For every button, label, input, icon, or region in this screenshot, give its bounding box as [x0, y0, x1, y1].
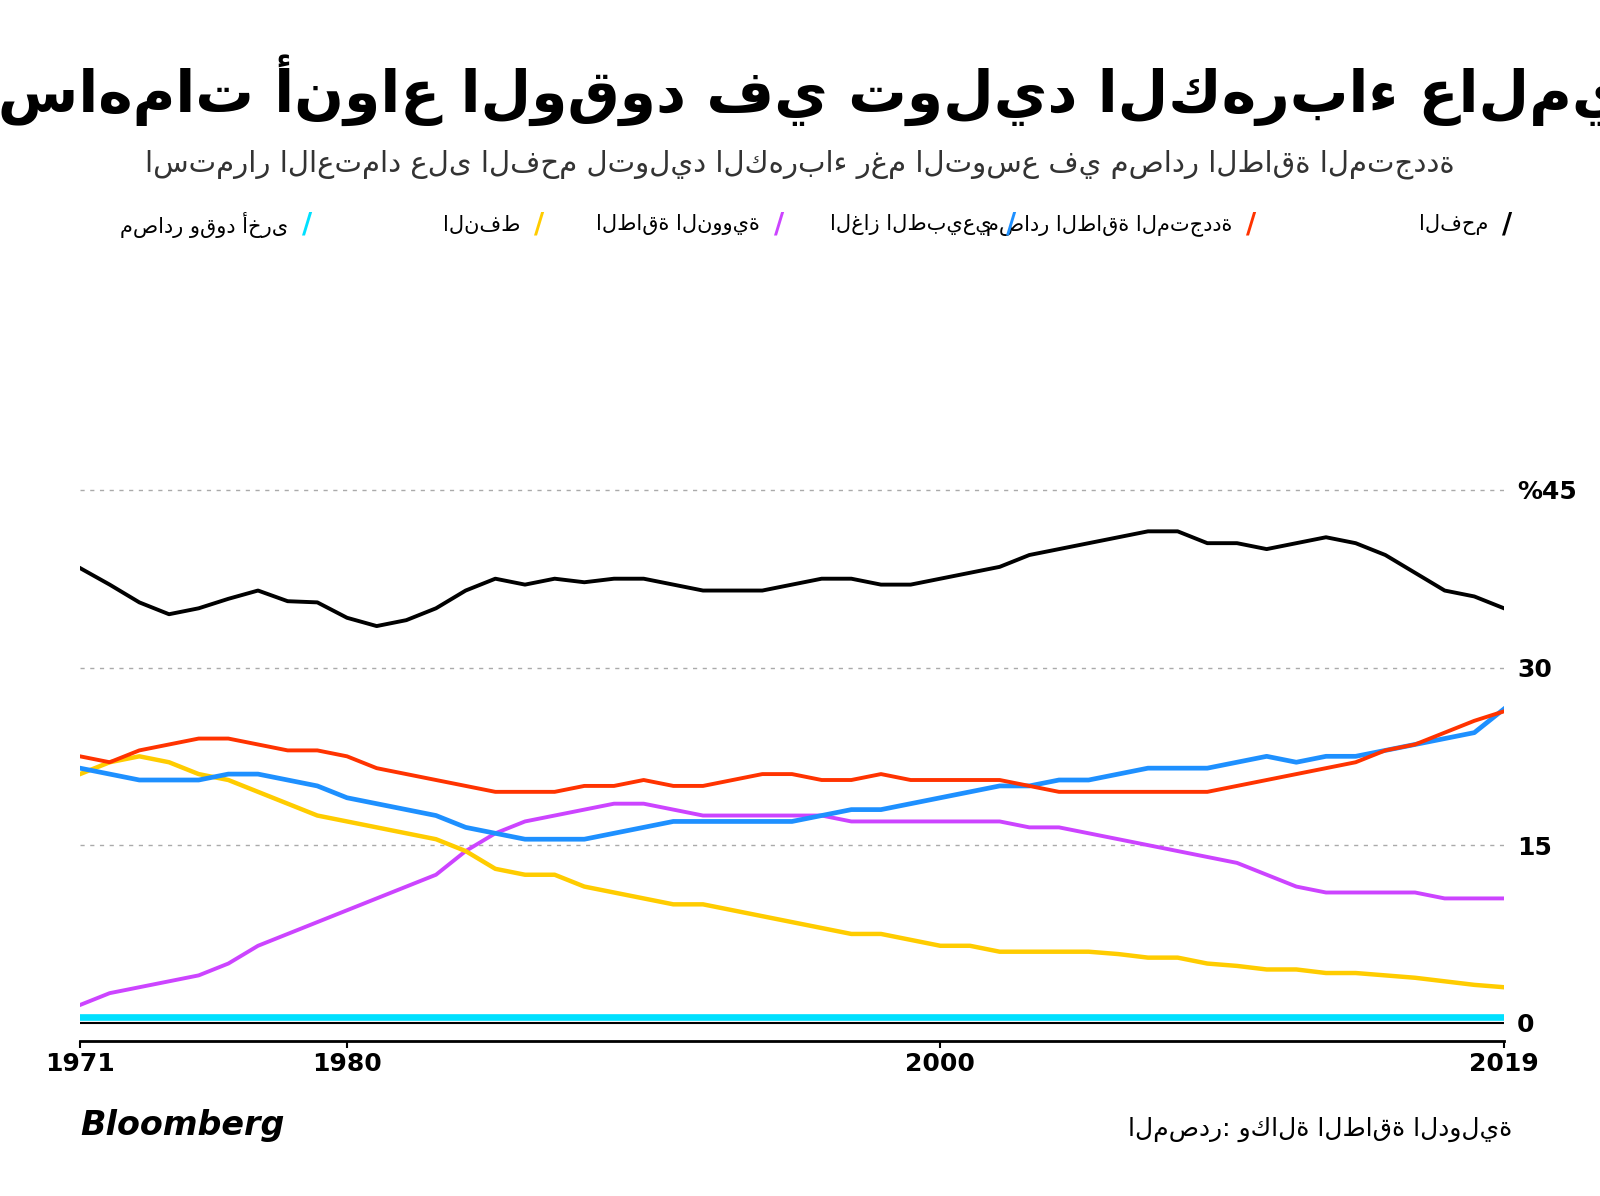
Text: Bloomberg: Bloomberg: [80, 1109, 285, 1142]
Text: المصدر: وكالة الطاقة الدولية: المصدر: وكالة الطاقة الدولية: [1128, 1117, 1512, 1142]
Text: الطاقة النووية: الطاقة النووية: [597, 214, 760, 236]
Text: مساهمات أنواع الوقود في توليد الكهرباء عالمياً: مساهمات أنواع الوقود في توليد الكهرباء ع…: [0, 54, 1600, 126]
Text: النفط: النفط: [443, 215, 520, 234]
Text: /: /: [1006, 210, 1016, 239]
Text: /: /: [302, 210, 312, 239]
Text: مصادر الطاقة المتجددة: مصادر الطاقة المتجددة: [986, 214, 1232, 236]
Text: /: /: [1246, 210, 1256, 239]
Text: /: /: [1502, 210, 1512, 239]
Text: استمرار الاعتماد على الفحم لتوليد الكهرباء رغم التوسع في مصادر الطاقة المتجددة: استمرار الاعتماد على الفحم لتوليد الكهرب…: [146, 150, 1454, 179]
Text: الغاز الطبيعي: الغاز الطبيعي: [830, 214, 992, 236]
Text: مصادر وقود أخرى: مصادر وقود أخرى: [120, 212, 288, 238]
Text: الفحم: الفحم: [1419, 214, 1488, 236]
Text: /: /: [774, 210, 784, 239]
Text: /: /: [534, 210, 544, 239]
